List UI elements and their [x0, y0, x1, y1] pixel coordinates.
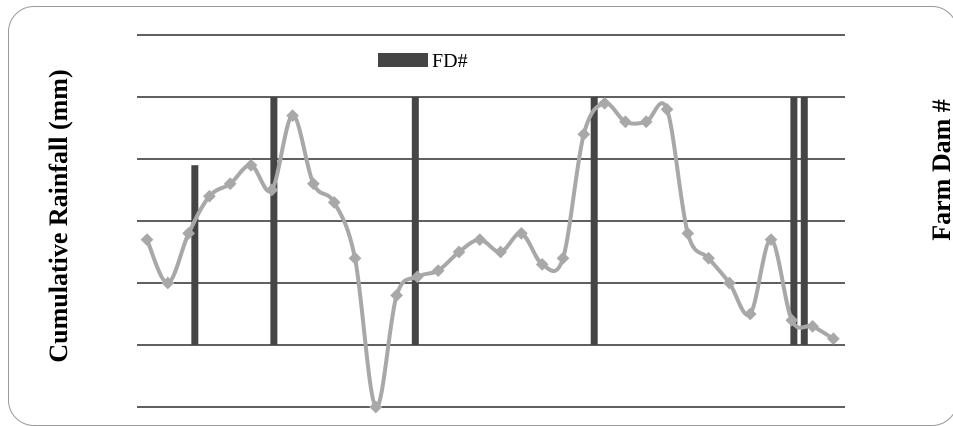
rainfall-point	[286, 109, 299, 122]
rainfall-point	[681, 227, 695, 240]
y-axis-title: Cumulative Rainfall (mm)	[44, 69, 73, 362]
farm-dam-bar	[411, 97, 419, 345]
rainfall-point	[577, 127, 591, 141]
gridlines	[137, 34, 845, 408]
rainfall-point	[494, 245, 507, 259]
rainfall-point	[390, 289, 403, 302]
rainfall-point	[161, 276, 175, 290]
rainfall-point	[431, 264, 445, 277]
rainfall-point	[598, 96, 611, 110]
rainfall-point	[223, 177, 237, 191]
legend: FD#	[378, 50, 468, 72]
farm-dam-bar	[800, 97, 808, 345]
farm-dam-bar	[790, 97, 798, 345]
rainfall-point	[265, 183, 279, 197]
rainfall-point	[411, 270, 424, 284]
rainfall-line	[145, 101, 835, 410]
rainfall-point	[348, 251, 362, 265]
farm-dam-bar	[191, 165, 199, 345]
rainfall-point	[140, 233, 154, 246]
rainfall-point	[556, 251, 570, 265]
legend-swatch	[378, 53, 428, 67]
rainfall-point	[473, 233, 487, 246]
legend-label: FD#	[432, 50, 468, 72]
rainfall-series	[140, 96, 840, 414]
rainfall-point	[307, 177, 320, 191]
rainfall-point	[203, 189, 216, 203]
rainfall-point	[244, 158, 258, 172]
rainfall-point	[327, 196, 341, 209]
rainfall-point	[182, 227, 195, 240]
rainfall-point	[452, 245, 466, 259]
rainfall-point	[743, 307, 757, 321]
y2-axis-title: Farm Dam #	[927, 99, 953, 241]
farm-dam-bar	[590, 97, 598, 345]
rainfall-point	[369, 400, 383, 414]
farm-dam-bar	[270, 97, 278, 345]
farm-dam-bars	[191, 97, 808, 345]
